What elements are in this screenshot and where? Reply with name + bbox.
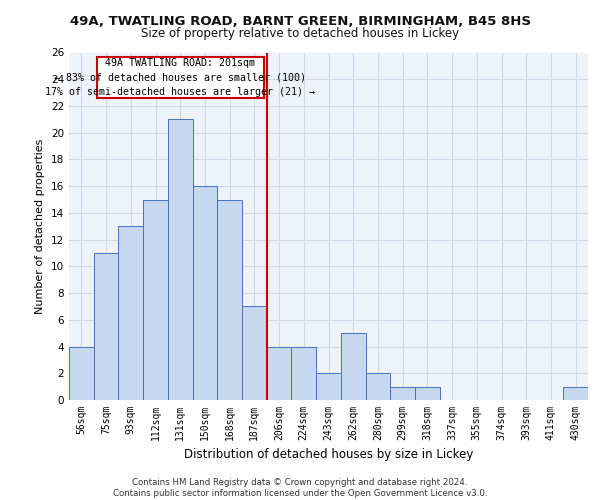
- Bar: [267, 346, 292, 400]
- Bar: [118, 226, 143, 400]
- Bar: [563, 386, 588, 400]
- Text: Contains HM Land Registry data © Crown copyright and database right 2024.
Contai: Contains HM Land Registry data © Crown c…: [113, 478, 487, 498]
- Bar: [168, 120, 193, 400]
- Bar: [341, 333, 365, 400]
- Bar: [390, 386, 415, 400]
- Text: 49A, TWATLING ROAD, BARNT GREEN, BIRMINGHAM, B45 8HS: 49A, TWATLING ROAD, BARNT GREEN, BIRMING…: [70, 15, 530, 28]
- Text: Size of property relative to detached houses in Lickey: Size of property relative to detached ho…: [141, 28, 459, 40]
- Bar: [94, 253, 118, 400]
- Text: 49A TWATLING ROAD: 201sqm
← 83% of detached houses are smaller (100)
17% of semi: 49A TWATLING ROAD: 201sqm ← 83% of detac…: [45, 58, 315, 96]
- Y-axis label: Number of detached properties: Number of detached properties: [35, 138, 46, 314]
- Bar: [365, 374, 390, 400]
- Bar: [193, 186, 217, 400]
- X-axis label: Distribution of detached houses by size in Lickey: Distribution of detached houses by size …: [184, 448, 473, 462]
- Bar: [316, 374, 341, 400]
- Bar: [69, 346, 94, 400]
- Bar: [415, 386, 440, 400]
- Bar: [143, 200, 168, 400]
- Bar: [242, 306, 267, 400]
- Bar: [217, 200, 242, 400]
- FancyBboxPatch shape: [97, 56, 264, 98]
- Bar: [292, 346, 316, 400]
